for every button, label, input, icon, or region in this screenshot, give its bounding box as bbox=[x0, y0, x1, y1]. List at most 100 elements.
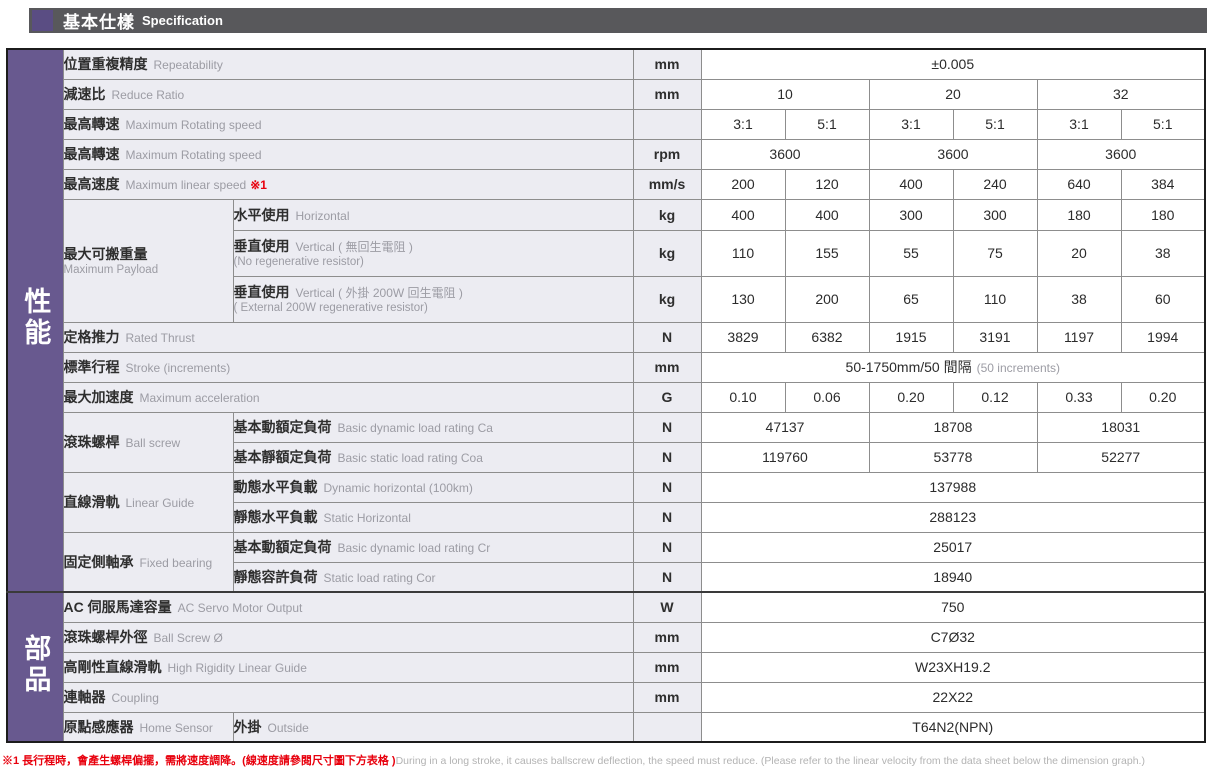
unit-cell: mm bbox=[632, 78, 702, 110]
row-sublabel: 垂直使用 Vertical ( 無回生電阻 ) (No regenerative … bbox=[232, 229, 634, 277]
value-cell: 180 bbox=[1036, 198, 1122, 231]
row-sublabel: 基本靜額定負荷 Basic static load rating Coa bbox=[232, 441, 634, 473]
value-cell: 1915 bbox=[868, 321, 954, 353]
unit-cell: mm bbox=[632, 621, 702, 653]
row-guide-dynamic-horizontal: 直線滑軌 Linear Guide 動態水平負載 Dynamic horizonta… bbox=[7, 471, 1206, 533]
value-cell: 5:1 bbox=[952, 108, 1038, 140]
row-reduce-ratio: 減速比 Reduce Ratio mm 10 20 32 bbox=[7, 78, 1206, 110]
value-cell: 20 bbox=[1036, 229, 1122, 277]
value-cell: 3600 bbox=[1036, 138, 1206, 170]
row-max-rotating-ratio: 最高轉速 Maximum Rotating speed 3:1 5:1 3:1 5… bbox=[7, 108, 1206, 140]
value-cell: 22X22 bbox=[700, 681, 1206, 713]
value-cell: 1994 bbox=[1120, 321, 1206, 353]
row-label: 減速比 Reduce Ratio bbox=[62, 78, 634, 110]
row-coupling: 連軸器 Coupling mm 22X22 bbox=[7, 681, 1206, 713]
unit-cell: kg bbox=[632, 229, 702, 277]
value-cell: 18031 bbox=[1036, 411, 1206, 443]
value-cell: 65 bbox=[868, 275, 954, 323]
row-label: 最大加速度 Maximum acceleration bbox=[62, 381, 634, 413]
value-cell: 75 bbox=[952, 229, 1038, 277]
unit-cell: G bbox=[632, 381, 702, 413]
value-cell: 119760 bbox=[700, 441, 870, 473]
value-cell: 50-1750mm/50 間隔 (50 increments) bbox=[700, 351, 1206, 383]
value-cell: 300 bbox=[952, 198, 1038, 231]
row-max-acceleration: 最大加速度 Maximum acceleration G 0.10 0.06 0.… bbox=[7, 381, 1206, 413]
value-cell: C7Ø32 bbox=[700, 621, 1206, 653]
value-cell: 400 bbox=[784, 198, 870, 231]
row-label: 高剛性直線滑軌 High Rigidity Linear Guide bbox=[62, 651, 634, 683]
unit-cell: N bbox=[632, 441, 702, 473]
row-label: 位置重複精度 Repeatability bbox=[62, 48, 634, 80]
row-ballscrew-dynamic-rating: 滾珠螺桿 Ball screw 基本動額定負荷 Basic dynamic load… bbox=[7, 411, 1206, 473]
row-label: 最高轉速 Maximum Rotating speed bbox=[62, 138, 634, 170]
unit-cell: N bbox=[632, 321, 702, 353]
page-title-en: Specification bbox=[142, 13, 223, 28]
value-cell: 38 bbox=[1036, 275, 1122, 323]
row-label: 標準行程 Stroke (increments) bbox=[62, 351, 634, 383]
row-max-rotating-speed: 最高轉速 Maximum Rotating speed rpm 3600 3600… bbox=[7, 138, 1206, 170]
unit-cell: N bbox=[632, 561, 702, 593]
page-title-zh: 基本仕樣 bbox=[63, 13, 135, 32]
value-cell: 0.06 bbox=[784, 381, 870, 413]
row-payload-horizontal: 最大可搬重量 Maximum Payload 水平使用 Horizontal kg… bbox=[7, 198, 1206, 323]
row-ballscrew-static-rating: 基本靜額定負荷 Basic static load rating Coa N 11… bbox=[7, 441, 1206, 473]
value-cell: 5:1 bbox=[1120, 108, 1206, 140]
unit-cell: rpm bbox=[632, 138, 702, 170]
row-sublabel: 垂直使用 Vertical ( 外掛 200W 回生電阻 ) ( External… bbox=[232, 275, 634, 323]
value-cell: 53778 bbox=[868, 441, 1038, 473]
value-cell: 3600 bbox=[868, 138, 1038, 170]
unit-cell: N bbox=[632, 531, 702, 563]
unit-cell bbox=[632, 711, 702, 743]
unit-cell: mm bbox=[632, 681, 702, 713]
unit-cell: kg bbox=[632, 198, 702, 231]
value-cell: 0.12 bbox=[952, 381, 1038, 413]
value-cell: 3:1 bbox=[700, 108, 786, 140]
unit-cell bbox=[632, 108, 702, 140]
value-cell: 20 bbox=[868, 78, 1038, 110]
row-label: 原點感應器 Home Sensor bbox=[62, 711, 234, 743]
value-cell: 0.20 bbox=[1120, 381, 1206, 413]
value-cell: 3:1 bbox=[1036, 108, 1122, 140]
row-home-sensor: 原點感應器 Home Sensor 外掛 Outside T64N2(NPN) bbox=[7, 711, 1206, 743]
row-label: AC 伺服馬達容量 AC Servo Motor Output bbox=[62, 591, 634, 623]
value-cell: 200 bbox=[784, 275, 870, 323]
value-cell: 3:1 bbox=[868, 108, 954, 140]
value-cell: 180 bbox=[1120, 198, 1206, 231]
group-label-max-payload: 最大可搬重量 Maximum Payload bbox=[62, 198, 234, 323]
value-cell: 10 bbox=[700, 78, 870, 110]
value-cell: 38 bbox=[1120, 229, 1206, 277]
value-cell: 200 bbox=[700, 168, 786, 200]
value-cell: 240 bbox=[952, 168, 1038, 200]
row-sublabel: 靜態水平負載 Static Horizontal bbox=[232, 501, 634, 533]
unit-cell: N bbox=[632, 501, 702, 533]
footnote-text-en: During in a long stroke, it causes balls… bbox=[395, 755, 1145, 767]
value-cell: 3600 bbox=[700, 138, 870, 170]
value-cell: 3191 bbox=[952, 321, 1038, 353]
value-cell: 0.10 bbox=[700, 381, 786, 413]
row-sublabel: 基本動額定負荷 Basic dynamic load rating Ca bbox=[232, 411, 634, 443]
row-label: 定格推力 Rated Thrust bbox=[62, 321, 634, 353]
row-guide-static-horizontal: 靜態水平負載 Static Horizontal N 288123 bbox=[7, 501, 1206, 533]
value-cell: T64N2(NPN) bbox=[700, 711, 1206, 743]
row-repeatability: 性能 位置重複精度 Repeatability mm ±0.005 bbox=[6, 48, 1206, 593]
value-cell: 110 bbox=[952, 275, 1038, 323]
row-sublabel: 外掛 Outside bbox=[232, 711, 634, 743]
value-cell: 25017 bbox=[700, 531, 1206, 563]
row-label: 連軸器 Coupling bbox=[62, 681, 634, 713]
footnote-text-zh: ※1 長行程時，會產生螺桿偏擺，需將速度調降。(線速度請參閱尺寸圖下方表格 ) bbox=[2, 755, 396, 767]
value-cell: 5:1 bbox=[784, 108, 870, 140]
unit-cell: N bbox=[632, 471, 702, 503]
header-accent-square-icon bbox=[32, 10, 53, 31]
value-cell: 0.33 bbox=[1036, 381, 1122, 413]
row-sublabel: 動態水平負載 Dynamic horizontal (100km) bbox=[232, 471, 634, 503]
value-cell: 60 bbox=[1120, 275, 1206, 323]
group-label-linear-guide: 直線滑軌 Linear Guide bbox=[62, 471, 234, 533]
value-cell: 32 bbox=[1036, 78, 1206, 110]
row-bearing-dynamic-rating: 固定側軸承 Fixed bearing 基本動額定負荷 Basic dynamic … bbox=[7, 531, 1206, 593]
value-cell: 3829 bbox=[700, 321, 786, 353]
footnote: ※1 長行程時，會產生螺桿偏擺，需將速度調降。(線速度請參閱尺寸圖下方表格 )D… bbox=[2, 751, 1207, 769]
value-cell: 750 bbox=[700, 591, 1206, 623]
value-cell: 400 bbox=[700, 198, 786, 231]
row-servo-motor-output: 部品 AC 伺服馬達容量 AC Servo Motor Output W 750 bbox=[6, 591, 1206, 743]
value-cell: 288123 bbox=[700, 501, 1206, 533]
